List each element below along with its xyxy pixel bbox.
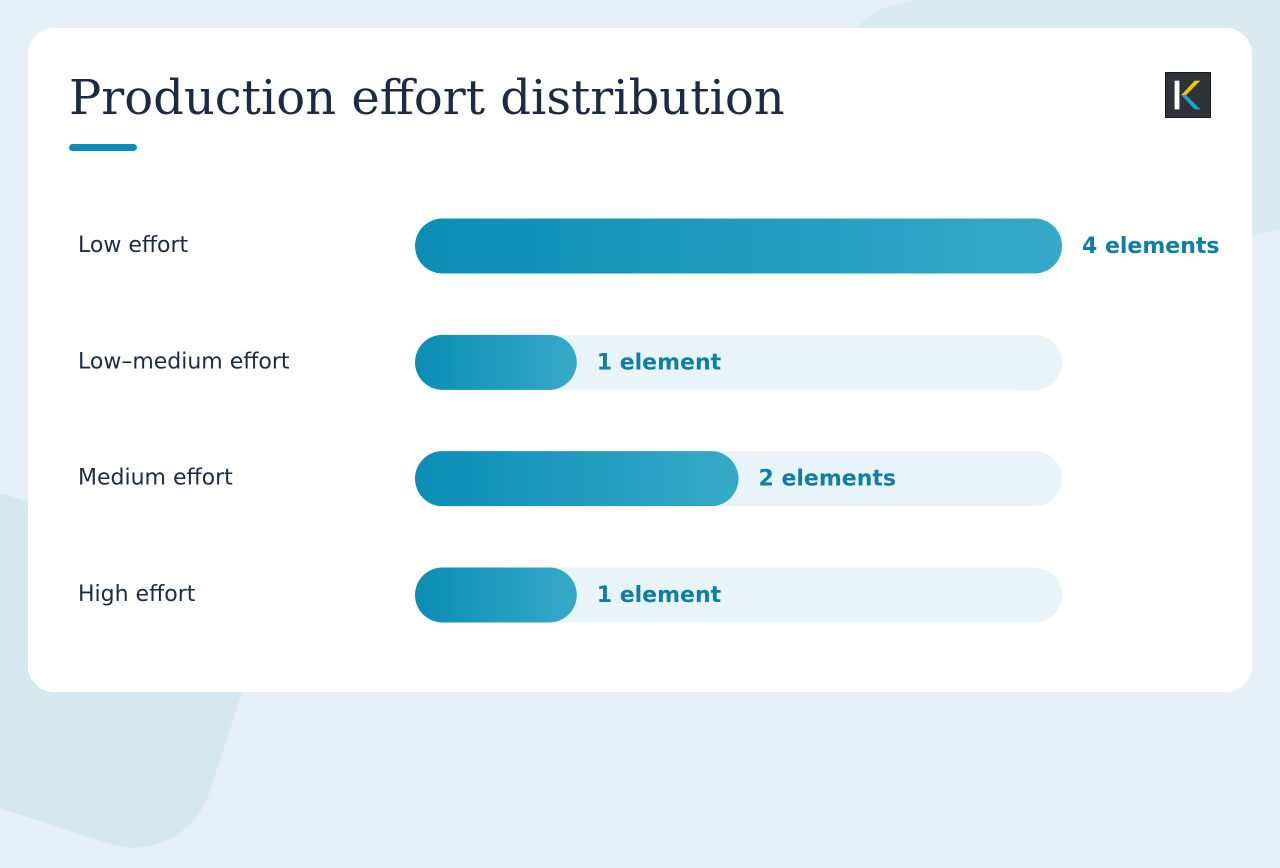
value-label: 4 elements [1082, 234, 1219, 259]
bar [415, 567, 577, 623]
bar [415, 451, 739, 507]
value-label: 1 element [597, 350, 722, 375]
slide-card: Production effort distribution Low effor… [28, 28, 1252, 692]
category-label: High effort [78, 582, 196, 607]
category-label: Low effort [78, 233, 189, 258]
bar-chart: Low effort 4 elements Low–medium effort 1 e… [78, 218, 1219, 623]
bar-track [415, 567, 1062, 623]
category-label: Low–medium effort [78, 349, 290, 374]
k-logo-icon [1165, 72, 1211, 118]
value-label: 2 elements [759, 467, 896, 492]
bar-track [415, 334, 1062, 390]
bar [415, 218, 1062, 274]
value-label: 1 element [597, 583, 722, 608]
bar [415, 334, 577, 390]
chart-title: Production effort distribution [69, 70, 785, 126]
category-label: Medium effort [78, 466, 233, 491]
title-underline [69, 144, 137, 151]
